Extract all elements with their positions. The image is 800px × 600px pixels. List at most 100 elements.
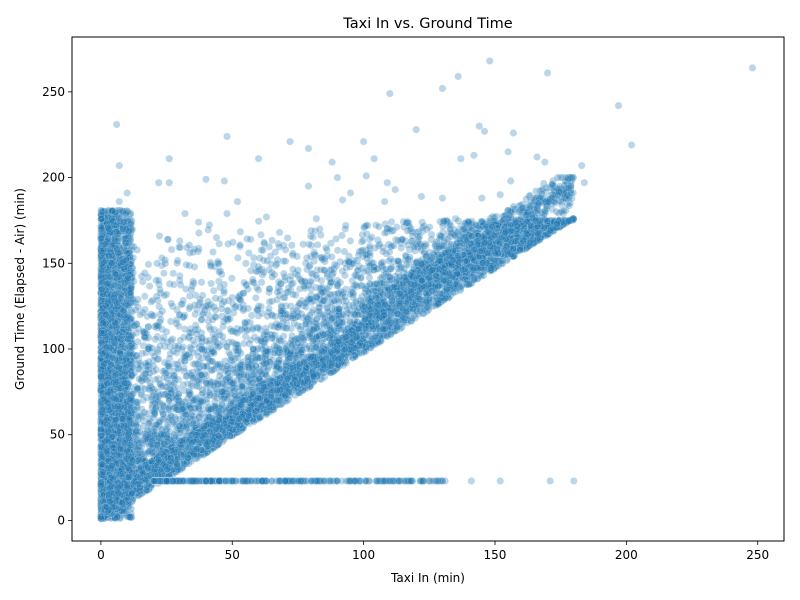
scatter-point xyxy=(103,391,112,399)
scatter-point xyxy=(117,295,126,304)
scatter-point xyxy=(104,223,113,232)
scatter-point xyxy=(97,317,105,326)
scatter-point xyxy=(101,401,109,409)
scatter-point xyxy=(105,357,114,365)
scatter-point xyxy=(116,410,125,419)
scatter-point xyxy=(155,232,164,240)
scatter-point xyxy=(125,227,133,236)
scatter-point xyxy=(105,245,114,253)
scatter-point xyxy=(102,512,111,521)
scatter-point xyxy=(100,288,109,297)
scatter-point xyxy=(114,321,123,330)
scatter-point xyxy=(110,301,118,309)
scatter-point xyxy=(110,249,119,258)
scatter-point xyxy=(104,382,113,390)
scatter-point xyxy=(110,418,119,426)
scatter-point xyxy=(224,306,233,315)
scatter-point xyxy=(110,214,118,222)
scatter-point xyxy=(117,505,126,514)
scatter-point xyxy=(169,269,177,278)
scatter-point xyxy=(103,398,111,407)
scatter-point xyxy=(118,207,127,215)
scatter-point xyxy=(102,303,110,312)
scatter-point xyxy=(234,254,242,262)
scatter-point xyxy=(114,307,122,315)
scatter-point xyxy=(120,419,128,428)
scatter-point xyxy=(346,237,355,245)
scatter-point xyxy=(113,424,122,433)
scatter-point xyxy=(99,354,108,363)
scatter-point xyxy=(114,229,122,238)
scatter-point xyxy=(110,442,118,451)
scatter-point xyxy=(99,369,108,378)
scatter-point xyxy=(113,231,121,240)
scatter-point xyxy=(97,226,106,235)
scatter-point xyxy=(120,461,128,470)
scatter-point xyxy=(112,391,121,400)
scatter-point xyxy=(128,362,136,371)
scatter-point xyxy=(107,220,115,229)
scatter-point xyxy=(112,303,121,311)
scatter-point xyxy=(112,207,120,216)
scatter-point xyxy=(126,513,134,521)
scatter-point xyxy=(100,266,108,275)
scatter-point xyxy=(113,378,122,386)
scatter-point xyxy=(100,412,109,421)
scatter-point xyxy=(100,351,109,360)
scatter-point xyxy=(100,473,109,482)
scatter-point xyxy=(122,254,130,263)
scatter-point xyxy=(116,217,125,225)
scatter-point xyxy=(195,229,203,237)
scatter-point xyxy=(115,259,123,268)
scatter-point xyxy=(111,394,119,403)
scatter-point xyxy=(119,303,127,311)
scatter-point xyxy=(106,402,114,410)
scatter-point xyxy=(124,418,133,426)
scatter-point xyxy=(260,238,268,247)
scatter-point xyxy=(116,401,124,410)
scatter-point xyxy=(341,271,349,280)
scatter-point xyxy=(117,445,125,453)
scatter-point xyxy=(288,241,296,250)
scatter-point xyxy=(98,476,106,485)
scatter-point xyxy=(99,242,107,250)
scatter-point xyxy=(101,262,110,270)
scatter-point xyxy=(101,513,110,521)
scatter-point xyxy=(97,215,106,223)
scatter-point xyxy=(100,437,108,446)
scatter-point xyxy=(101,472,109,481)
scatter-point xyxy=(124,326,132,335)
scatter-point xyxy=(119,366,127,375)
scatter-point xyxy=(127,370,135,379)
scatter-point xyxy=(114,303,123,312)
scatter-point xyxy=(111,319,120,328)
scatter-point xyxy=(113,420,121,429)
scatter-point xyxy=(101,270,109,278)
scatter-point xyxy=(114,436,123,445)
scatter-point xyxy=(281,257,290,265)
scatter-point xyxy=(98,362,106,371)
scatter-point xyxy=(110,408,118,416)
scatter-point xyxy=(97,222,105,231)
scatter-point xyxy=(101,249,110,257)
scatter-point xyxy=(105,381,113,389)
scatter-point xyxy=(108,253,117,262)
scatter-point xyxy=(107,216,116,225)
scatter-point xyxy=(97,474,106,483)
scatter-point xyxy=(98,369,106,378)
scatter-point xyxy=(97,343,105,352)
scatter-point xyxy=(99,271,108,280)
scatter-point xyxy=(293,252,301,261)
scatter-point xyxy=(104,447,113,456)
scatter-point xyxy=(97,415,105,424)
scatter-point xyxy=(101,353,109,361)
scatter-point xyxy=(111,237,120,245)
scatter-point xyxy=(98,416,107,425)
scatter-point xyxy=(236,227,245,236)
scatter-point xyxy=(113,513,122,521)
scatter-point xyxy=(129,253,137,262)
scatter-point xyxy=(116,352,124,361)
scatter-point xyxy=(194,218,203,226)
scatter-points xyxy=(97,57,757,523)
